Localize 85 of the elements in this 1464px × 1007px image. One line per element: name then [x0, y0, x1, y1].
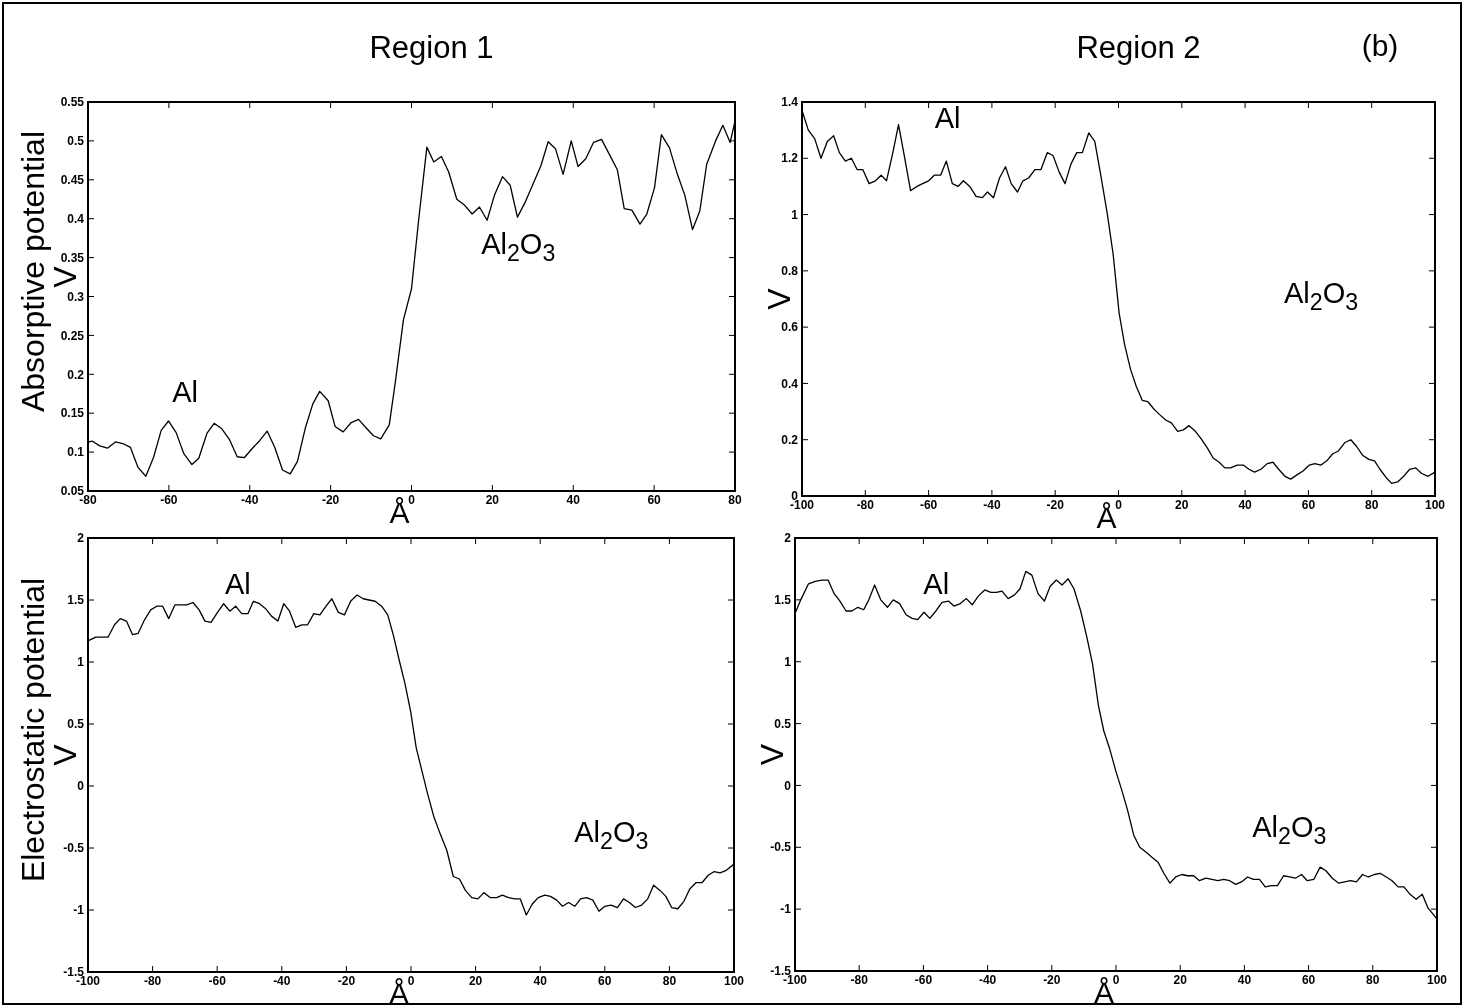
- y-tick-label: 0: [784, 778, 792, 793]
- x-tick-label: -40: [978, 973, 997, 987]
- y-tick-label: 1: [784, 654, 792, 669]
- x-tick-label: -20: [1043, 973, 1061, 987]
- y-tick-label: 0: [77, 779, 85, 794]
- x-axis-title: Å: [1096, 501, 1117, 534]
- chart-title: Region 1: [369, 30, 494, 65]
- y-tick-label: 2: [77, 531, 85, 546]
- y-tick-label: -0.5: [770, 840, 792, 855]
- x-tick-label: -20: [321, 493, 340, 507]
- annotation: Al: [923, 568, 950, 601]
- y-tick-label: 0.15: [60, 406, 85, 421]
- x-tick-label: -80: [850, 973, 869, 987]
- y-tick-label: 0.4: [67, 211, 85, 226]
- annotation: Al$_{2}$O$_{3}$: [481, 227, 556, 266]
- y-tick-label: 0.25: [60, 328, 85, 343]
- x-tick-label: 20: [468, 974, 483, 988]
- y-tick-label: 1.5: [67, 593, 85, 608]
- y-tick-label: 1.5: [774, 593, 792, 608]
- x-tick-label: 100: [1424, 498, 1446, 512]
- annotation: Al: [172, 375, 198, 408]
- y-axis-title: V: [761, 287, 797, 310]
- x-tick-label: 0: [407, 974, 415, 988]
- x-tick-label: 0: [408, 493, 416, 507]
- x-tick-label: 40: [566, 493, 581, 507]
- x-axis-title: Å: [389, 496, 410, 529]
- annotation: Al: [934, 102, 961, 134]
- x-tick-label: -80: [856, 498, 875, 512]
- y-tick-label: -0.5: [63, 841, 85, 856]
- y-tick-label: 0.5: [774, 716, 792, 731]
- annotation: Al$_{2}$O$_{3}$: [1283, 276, 1359, 315]
- y-tick-label: -1: [73, 903, 85, 918]
- x-tick-label: 100: [1426, 973, 1448, 987]
- x-tick-label: 0: [1112, 973, 1120, 987]
- y-tick-label: -1: [780, 902, 792, 917]
- x-tick-label: 80: [1366, 973, 1380, 987]
- x-tick-label: 80: [1365, 498, 1379, 512]
- y-tick-label: 0.2: [781, 432, 799, 447]
- y-tick-label: 0.1: [67, 445, 85, 460]
- x-tick-label: 80: [662, 974, 677, 988]
- x-tick-label: -40: [983, 498, 1001, 512]
- x-tick-label: -60: [160, 493, 178, 507]
- x-tick-label: -40: [241, 493, 259, 507]
- annotation: Al: [224, 568, 251, 601]
- x-tick-label: 60: [598, 974, 612, 988]
- x-tick-label: 80: [728, 493, 742, 507]
- x-tick-label: 60: [1301, 973, 1316, 987]
- x-tick-label: -60: [208, 974, 227, 988]
- x-tick-label: -20: [337, 974, 356, 988]
- x-tick-label: 20: [1175, 498, 1189, 512]
- x-tick-label: 40: [1238, 498, 1253, 512]
- x-tick-label: 40: [533, 974, 548, 988]
- x-tick-label: 20: [485, 493, 500, 507]
- y-tick-label: 2: [784, 531, 792, 546]
- x-tick-label: 40: [1237, 973, 1252, 987]
- chart-title: Region 2: [1076, 30, 1201, 65]
- x-tick-label: -60: [919, 498, 938, 512]
- annotation: Al$_{2}$O$_{3}$: [574, 815, 649, 854]
- y-tick-label: 0.05: [60, 484, 85, 499]
- y-tick-label: 0.35: [60, 250, 85, 265]
- x-tick-label: -20: [1046, 498, 1065, 512]
- y-axis-title: V: [754, 743, 790, 766]
- x-tick-label: -40: [273, 974, 291, 988]
- y-tick-label: 1: [791, 207, 799, 222]
- y-tick-label: 1.4: [781, 95, 799, 110]
- y-tick-label: 0.55: [60, 95, 85, 110]
- x-tick-label: 60: [1301, 498, 1316, 512]
- x-tick-label: 20: [1173, 973, 1188, 987]
- x-tick-label: -80: [143, 974, 162, 988]
- x-tick-label: 100: [723, 974, 745, 988]
- y-tick-label: 1: [77, 655, 85, 670]
- x-tick-label: -60: [914, 973, 933, 987]
- y-tick-label: 0.5: [67, 134, 85, 149]
- y-tick-label: 0.45: [60, 173, 85, 187]
- y-tick-label: 0.2: [67, 367, 85, 382]
- y-tick-label: 0.8: [781, 264, 799, 279]
- y-tick-label: 0.3: [67, 289, 85, 304]
- y-tick-label: 0.5: [67, 717, 85, 732]
- x-tick-label: 60: [647, 493, 662, 507]
- x-tick-label: 0: [1115, 498, 1123, 512]
- y-tick-label: 0.4: [781, 376, 799, 391]
- text: (b): [1361, 29, 1399, 62]
- y-tick-label: 1.2: [781, 151, 799, 166]
- y-tick-label: 0.6: [781, 320, 799, 335]
- annotation: Al$_{2}$O$_{3}$: [1252, 810, 1327, 849]
